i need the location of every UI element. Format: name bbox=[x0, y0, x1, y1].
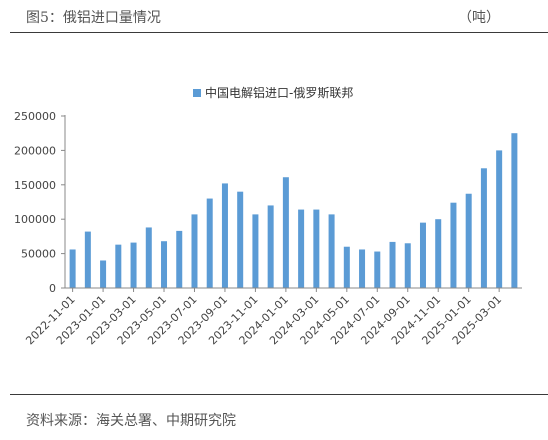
bar bbox=[176, 230, 183, 288]
legend-label: 中国电解铝进口-俄罗斯联邦 bbox=[205, 85, 353, 100]
x-axis: 2022-11-012023-01-012023-03-012023-05-01… bbox=[23, 287, 522, 347]
y-tick-label: 250000 bbox=[14, 110, 56, 123]
top-divider bbox=[10, 32, 548, 33]
y-tick-label: 100000 bbox=[14, 213, 56, 226]
unit-label: （吨） bbox=[458, 10, 500, 26]
legend-swatch bbox=[193, 89, 201, 97]
bar bbox=[84, 231, 91, 288]
bar bbox=[465, 193, 472, 288]
y-axis: 0 50000 100000 150000 200000 250000 bbox=[14, 110, 66, 295]
bar bbox=[221, 183, 228, 288]
bar bbox=[206, 198, 213, 288]
bar bbox=[404, 243, 411, 288]
y-tick-label: 0 bbox=[49, 282, 56, 295]
bars bbox=[69, 133, 518, 288]
bar bbox=[328, 214, 335, 288]
source-note: 资料来源：海关总署、中期研究院 bbox=[26, 413, 236, 429]
y-tick-label: 200000 bbox=[14, 144, 56, 157]
y-tick-label: 150000 bbox=[14, 179, 56, 192]
bar bbox=[511, 133, 518, 288]
bottom-divider bbox=[10, 394, 548, 395]
bar bbox=[419, 222, 426, 288]
bar bbox=[267, 205, 274, 288]
bar bbox=[450, 202, 457, 288]
bar bbox=[374, 251, 381, 288]
bar bbox=[145, 227, 152, 288]
bar bbox=[237, 191, 244, 288]
bar bbox=[100, 260, 107, 288]
bar bbox=[282, 177, 289, 288]
legend: 中国电解铝进口-俄罗斯联邦 bbox=[193, 85, 353, 100]
bar bbox=[298, 209, 305, 288]
bar bbox=[343, 246, 350, 288]
bar bbox=[435, 219, 442, 288]
bar bbox=[496, 150, 503, 288]
bar bbox=[359, 249, 366, 288]
bar bbox=[69, 249, 76, 288]
bar bbox=[252, 214, 259, 288]
bar bbox=[389, 241, 396, 288]
bar bbox=[313, 209, 320, 288]
bar bbox=[161, 241, 168, 288]
bar bbox=[115, 244, 122, 288]
y-tick-label: 50000 bbox=[21, 248, 56, 261]
bar bbox=[480, 168, 487, 288]
bar bbox=[191, 214, 198, 288]
bar bbox=[130, 242, 137, 288]
figure-title: 图5：俄铝进口量情况 bbox=[26, 10, 161, 26]
